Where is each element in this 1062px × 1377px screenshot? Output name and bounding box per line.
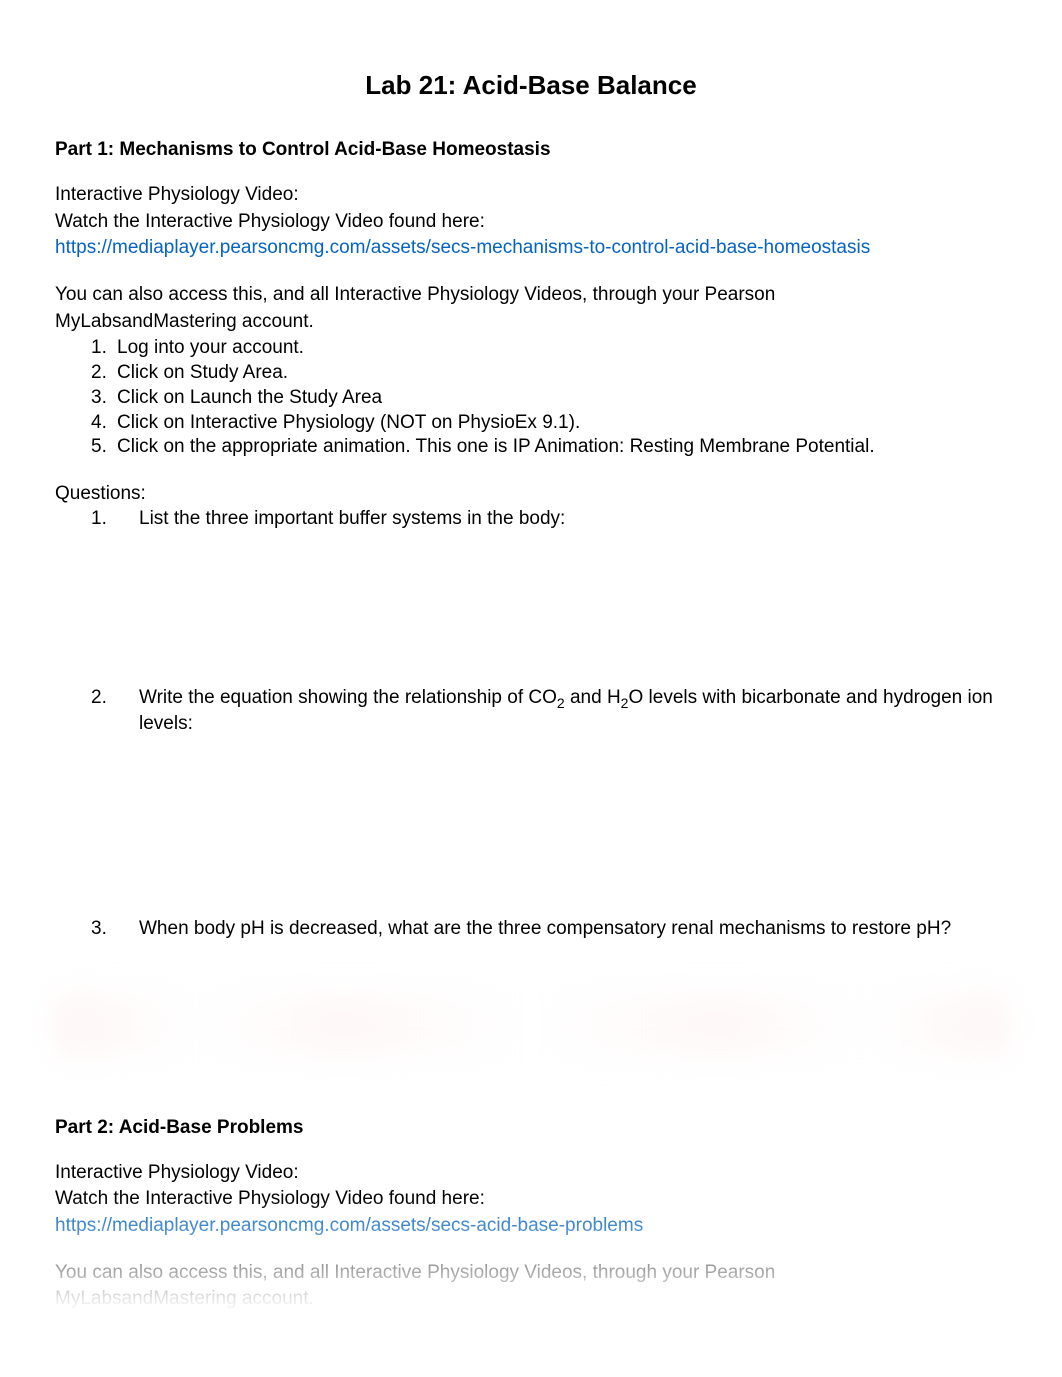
- step-number: 3.: [91, 386, 107, 411]
- part1-access-line2: MyLabsandMastering account.: [55, 310, 1007, 335]
- step-text: Click on the appropriate animation. This…: [91, 435, 875, 460]
- question-text: When body pH is decreased, what are the …: [139, 918, 951, 939]
- part2-intro-line2: Watch the Interactive Physiology Video f…: [55, 1187, 1007, 1212]
- part1-intro-line1: Interactive Physiology Video:: [55, 183, 1007, 208]
- question-text: List the three important buffer systems …: [139, 508, 565, 529]
- question-number: 2.: [91, 686, 107, 711]
- part2-video-link[interactable]: https://mediaplayer.pearsoncmg.com/asset…: [55, 1215, 643, 1236]
- part2-access-line1: You can also access this, and all Intera…: [55, 1261, 1007, 1286]
- step-item: 3. Click on Launch the Study Area: [91, 386, 1007, 411]
- step-text: Click on Interactive Physiology (NOT on …: [91, 411, 580, 436]
- question-3: 3. When body pH is decreased, what are t…: [91, 917, 1007, 942]
- step-number: 1.: [91, 336, 107, 361]
- step-text: Log into your account.: [91, 336, 304, 361]
- question-2: 2. Write the equation showing the relati…: [91, 686, 1007, 737]
- step-item: 1. Log into your account.: [91, 336, 1007, 361]
- questions-list: 1. List the three important buffer syste…: [55, 507, 1007, 942]
- part1-intro-line2: Watch the Interactive Physiology Video f…: [55, 210, 1007, 235]
- part1-video-link[interactable]: https://mediaplayer.pearsoncmg.com/asset…: [55, 237, 870, 258]
- step-item: 2. Click on Study Area.: [91, 361, 1007, 386]
- step-text: Click on Launch the Study Area: [91, 386, 382, 411]
- step-item: 5. Click on the appropriate animation. T…: [91, 435, 1007, 460]
- document-title: Lab 21: Acid-Base Balance: [55, 70, 1007, 101]
- step-number: 2.: [91, 361, 107, 386]
- step-number: 5.: [91, 435, 107, 460]
- part1-access-line1: You can also access this, and all Intera…: [55, 283, 1007, 308]
- question-number: 3.: [91, 917, 107, 942]
- step-number: 4.: [91, 411, 107, 436]
- part2-intro-line1: Interactive Physiology Video:: [55, 1161, 1007, 1186]
- part2-heading: Part 2: Acid-Base Problems: [55, 1117, 1007, 1139]
- part1-heading: Part 1: Mechanisms to Control Acid-Base …: [55, 139, 1007, 161]
- question-text: Write the equation showing the relations…: [139, 687, 993, 734]
- step-item: 4. Click on Interactive Physiology (NOT …: [91, 411, 1007, 436]
- questions-label: Questions:: [55, 482, 1007, 507]
- question-1: 1. List the three important buffer syste…: [91, 507, 1007, 532]
- part2-access-line2: MyLabsandMastering account.: [55, 1287, 1007, 1312]
- part1-steps-list: 1. Log into your account. 2. Click on St…: [55, 336, 1007, 459]
- step-text: Click on Study Area.: [91, 361, 288, 386]
- question-number: 1.: [91, 507, 107, 532]
- blur-decoration: [55, 995, 1007, 1055]
